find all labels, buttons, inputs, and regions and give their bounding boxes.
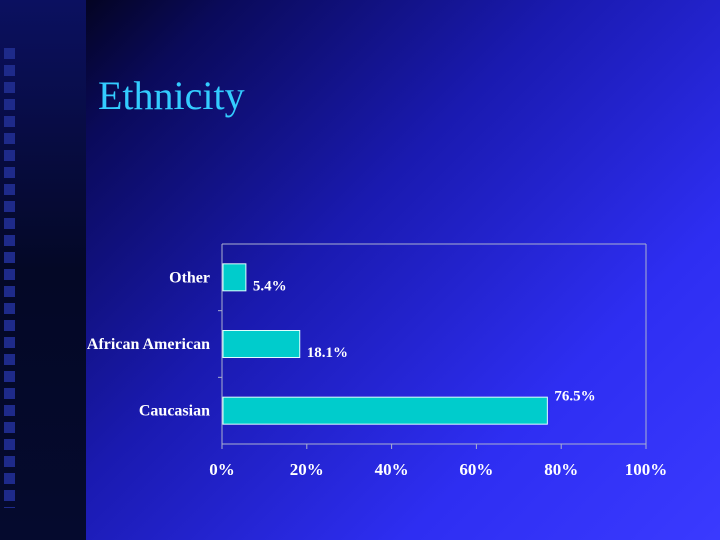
data-label-caucasian: 76.5% xyxy=(554,389,595,405)
category-label-african-american: African American xyxy=(87,336,210,353)
x-tick-label: 0% xyxy=(209,460,235,479)
category-label-other: Other xyxy=(169,269,210,286)
left-square-pattern xyxy=(4,48,20,508)
x-tick-label: 100% xyxy=(625,460,668,479)
bar-other xyxy=(222,263,247,292)
category-label-caucasian: Caucasian xyxy=(139,403,210,420)
data-label-african-american: 18.1% xyxy=(307,345,348,361)
x-tick-label: 20% xyxy=(290,460,324,479)
x-tick-label: 40% xyxy=(375,460,409,479)
x-tick-label: 80% xyxy=(544,460,578,479)
bar-caucasian xyxy=(222,396,548,425)
bar-african-american xyxy=(222,330,301,358)
slide-title: Ethnicity xyxy=(98,73,245,118)
x-tick-label: 60% xyxy=(459,460,493,479)
data-label-other: 5.4% xyxy=(253,278,287,294)
